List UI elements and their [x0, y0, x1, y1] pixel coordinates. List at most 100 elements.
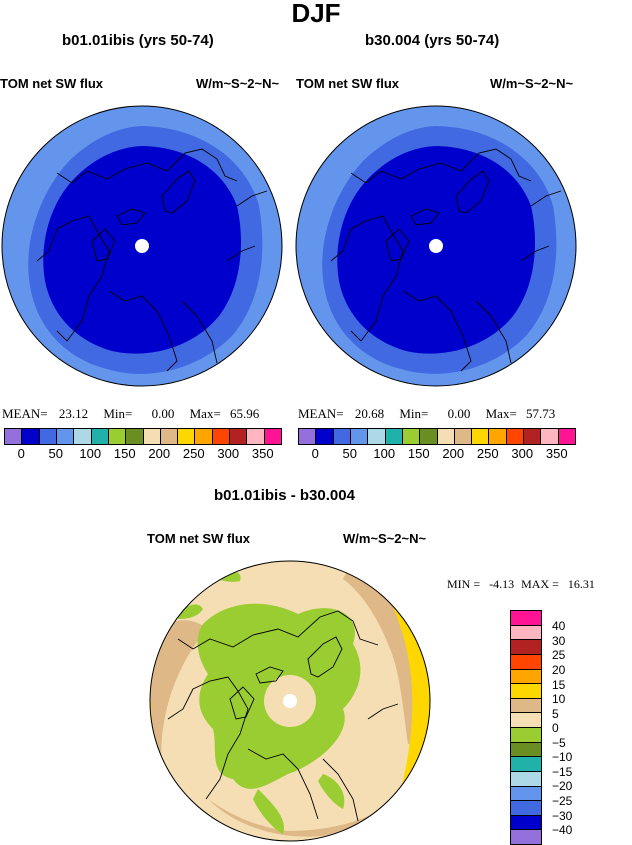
colorbar-swatch [420, 429, 438, 444]
colorbar-swatch [511, 757, 541, 772]
diff-variable-label: TOM net SW flux [147, 531, 251, 546]
mean-label: MEAN= [298, 406, 344, 421]
panel-1-case-title: b01.01ibis (yrs 50-74) [62, 32, 214, 49]
colorbar-label: −10 [552, 750, 573, 765]
colorbar-label: 15 [552, 677, 566, 692]
colorbar-swatch [368, 429, 386, 444]
diff-case-title: b01.01ibis - b30.004 [214, 487, 355, 504]
colorbar-swatch [524, 429, 542, 444]
panel-1-units-label: W/m~S~2~N~ [196, 76, 280, 91]
panel-1-polar-map [1, 105, 283, 387]
colorbar-swatch [160, 429, 179, 444]
colorbar-tick-label: 350 [251, 446, 274, 461]
colorbar-tick-label: 50 [342, 446, 357, 461]
panel-2-units-label: W/m~S~2~N~ [490, 76, 574, 91]
panel-1-colorbar [4, 428, 282, 445]
colorbar-swatch [195, 429, 213, 444]
colorbar-label: 25 [552, 648, 566, 663]
colorbar-swatch [264, 429, 281, 444]
colorbar-swatch [74, 429, 92, 444]
colorbar-swatch [511, 801, 541, 816]
colorbar-label: −20 [552, 779, 573, 794]
colorbar-swatch [511, 786, 541, 802]
colorbar-swatch [333, 429, 351, 444]
max-label: Max= [189, 406, 221, 421]
colorbar-tick-label: 100 [373, 446, 396, 461]
colorbar-swatch [511, 640, 541, 655]
colorbar-swatch [212, 429, 231, 444]
min-label: Min= [399, 406, 429, 421]
colorbar-swatch [511, 654, 541, 670]
colorbar-swatch [511, 713, 541, 728]
min-label: MIN = [447, 577, 481, 591]
colorbar-swatch [511, 815, 541, 831]
mean-value: 20.68 [354, 406, 385, 421]
colorbar-tick-label: 50 [48, 446, 63, 461]
colorbar-swatch [126, 429, 144, 444]
panel-2-polar-map [295, 105, 577, 387]
colorbar-swatch [56, 429, 75, 444]
colorbar-tick-label: 200 [442, 446, 465, 461]
colorbar-swatch [299, 429, 317, 444]
colorbar-label: −25 [552, 794, 573, 809]
colorbar-swatch [316, 429, 334, 444]
panel-2-variable-label: TOM net SW flux [296, 76, 400, 91]
colorbar-swatch [558, 429, 575, 444]
colorbar-label: 40 [552, 619, 566, 634]
colorbar-swatch [39, 429, 57, 444]
diff-polar-map [149, 560, 431, 842]
panel-1-stats: MEAN= 23.12 Min= 0.00 Max= 65.96 [2, 406, 259, 422]
colorbar-swatch [541, 429, 559, 444]
colorbar-tick-label: 0 [17, 446, 25, 461]
colorbar-tick-label: 150 [113, 446, 136, 461]
max-value: 16.31 [567, 577, 595, 591]
colorbar-label: 20 [552, 662, 566, 677]
colorbar-swatch [511, 728, 541, 743]
max-label: Max= [485, 406, 517, 421]
panel-1-colorbar-ticks: 0 50 100 150 200 250 300 350 [4, 446, 280, 462]
min-value: -4.13 [489, 577, 515, 591]
colorbar-label: 0 [552, 721, 559, 736]
colorbar-label: −15 [552, 764, 573, 779]
colorbar-swatch [143, 429, 161, 444]
diff-units-label: W/m~S~2~N~ [343, 531, 427, 546]
min-value: 0.00 [151, 406, 175, 421]
panel-1-variable-label: TOM net SW flux [0, 76, 104, 91]
colorbar-swatch [472, 429, 490, 444]
colorbar-swatch [108, 429, 127, 444]
colorbar-label: −30 [552, 808, 573, 823]
max-label: MAX = [521, 577, 559, 591]
colorbar-tick-label: 150 [407, 446, 430, 461]
colorbar-swatch [230, 429, 248, 444]
colorbar-swatch [402, 429, 421, 444]
colorbar-label: 5 [552, 706, 559, 721]
colorbar-tick-label: 100 [79, 446, 102, 461]
colorbar-swatch [247, 429, 265, 444]
panel-2-case-title: b30.004 (yrs 50-74) [365, 32, 500, 49]
min-value: 0.00 [447, 406, 471, 421]
colorbar-swatch [489, 429, 507, 444]
min-label: Min= [103, 406, 133, 421]
colorbar-tick-label: 250 [182, 446, 205, 461]
colorbar-tick-label: 350 [545, 446, 568, 461]
panel-2-colorbar-ticks: 0 50 100 150 200 250 300 350 [298, 446, 574, 462]
colorbar-swatch [385, 429, 403, 444]
colorbar-swatch [437, 429, 455, 444]
colorbar-tick-label: 300 [217, 446, 240, 461]
colorbar-swatch [511, 771, 541, 787]
diff-colorbar [510, 610, 542, 845]
colorbar-swatch [5, 429, 23, 444]
colorbar-label: −5 [552, 735, 566, 750]
max-value: 57.73 [526, 406, 556, 421]
colorbar-label: 30 [552, 633, 566, 648]
colorbar-tick-label: 250 [476, 446, 499, 461]
colorbar-label: −40 [552, 823, 573, 838]
colorbar-label: 10 [552, 692, 566, 707]
panel-2-colorbar [298, 428, 576, 445]
max-value: 65.96 [230, 406, 260, 421]
page-title: DJF [291, 0, 341, 28]
colorbar-swatch [454, 429, 473, 444]
diff-stats: MIN = -4.13 MAX = 16.31 [447, 577, 595, 592]
mean-label: MEAN= [2, 406, 48, 421]
panel-2-stats: MEAN= 20.68 Min= 0.00 Max= 57.73 [298, 406, 555, 422]
